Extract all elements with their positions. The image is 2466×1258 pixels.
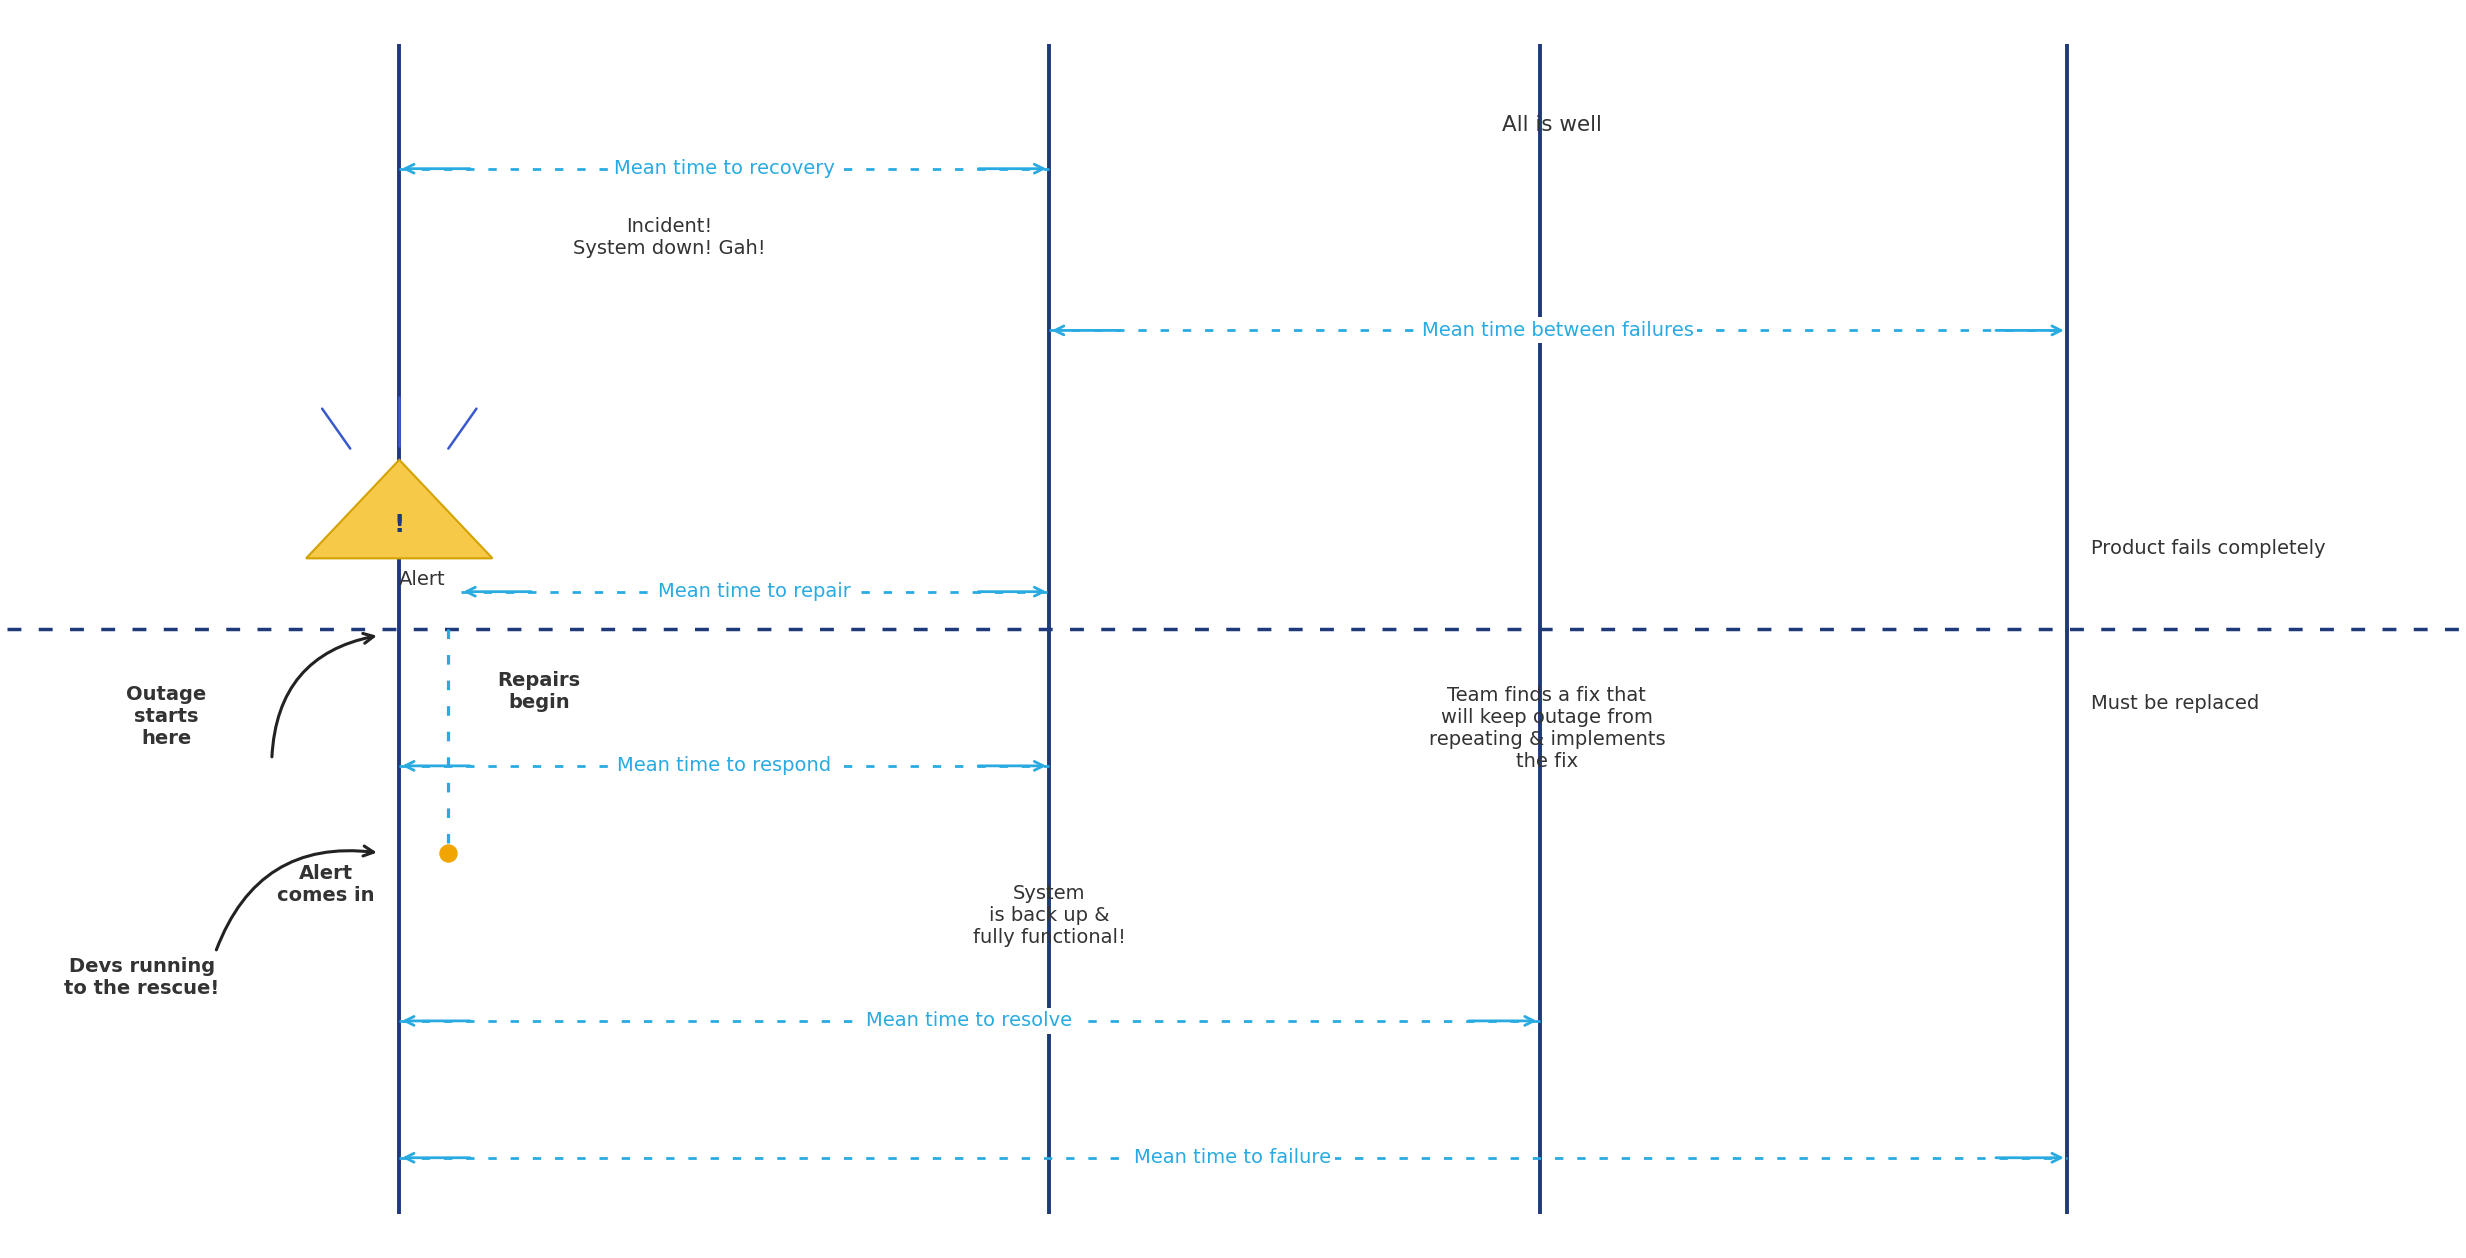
- Text: Mean time between failures: Mean time between failures: [1423, 321, 1694, 340]
- Text: !: !: [395, 513, 404, 537]
- Text: Devs running
to the rescue!: Devs running to the rescue!: [64, 957, 219, 998]
- Text: Mean time to failure: Mean time to failure: [1134, 1149, 1332, 1167]
- Point: [429, 843, 469, 863]
- Text: Team finds a fix that
will keep outage from
repeating & implements
the fix: Team finds a fix that will keep outage f…: [1428, 686, 1665, 771]
- Text: Alert: Alert: [399, 570, 446, 589]
- Text: Mean time to respond: Mean time to respond: [616, 756, 831, 775]
- Text: All is well: All is well: [1502, 116, 1603, 135]
- Text: Repairs
begin: Repairs begin: [498, 671, 580, 712]
- Text: Mean time to repair: Mean time to repair: [658, 582, 851, 601]
- Text: Outage
starts
here: Outage starts here: [126, 684, 207, 747]
- Text: Mean time to resolve: Mean time to resolve: [866, 1011, 1073, 1030]
- Text: Incident!
System down! Gah!: Incident! System down! Gah!: [572, 216, 764, 258]
- Text: Mean time to recovery: Mean time to recovery: [614, 160, 834, 179]
- Text: Must be replaced: Must be replaced: [2091, 694, 2259, 713]
- Text: Product fails completely: Product fails completely: [2091, 538, 2325, 557]
- Text: Alert
comes in: Alert comes in: [276, 863, 375, 905]
- Text: System
is back up &
fully functional!: System is back up & fully functional!: [972, 883, 1124, 947]
- Polygon shape: [306, 460, 493, 559]
